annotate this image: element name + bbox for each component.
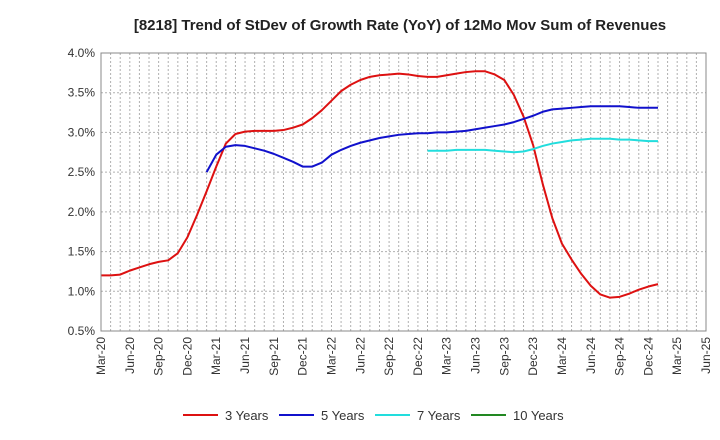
x-tick-label: Dec-20 — [180, 337, 194, 376]
y-tick-label: 4.0% — [68, 46, 96, 60]
x-tick-label: Jun-25 — [699, 337, 713, 374]
plot-area — [101, 53, 706, 331]
y-tick-label: 1.0% — [68, 284, 96, 298]
x-tick-label: Mar-25 — [670, 337, 684, 375]
legend: 3 Years 5 Years 7 Years 10 Years — [183, 408, 564, 423]
chart-title: [8218] Trend of StDev of Growth Rate (Yo… — [134, 17, 666, 34]
x-tick-label: Dec-22 — [411, 337, 425, 376]
x-tick-label: Mar-23 — [440, 337, 454, 375]
x-tick-label: Sep-21 — [267, 337, 281, 376]
x-tick-label: Jun-24 — [584, 337, 598, 374]
legend-label: 3 Years — [225, 408, 269, 423]
series-line-7-years — [427, 137, 658, 154]
legend-label: 10 Years — [513, 408, 564, 423]
x-tick-label: Mar-21 — [209, 337, 223, 375]
x-tick-label: Jun-22 — [353, 337, 367, 374]
legend-label: 7 Years — [417, 408, 461, 423]
x-axis-ticks: Mar-20 Jun-20 Sep-20 Dec-20 Mar-21 Jun-21 Sep-… — [94, 337, 713, 376]
x-tick-label: Sep-22 — [382, 337, 396, 376]
y-tick-label: 0.5% — [68, 324, 96, 338]
y-tick-label: 2.5% — [68, 165, 96, 179]
series-line-3-years — [101, 70, 659, 299]
x-tick-label: Mar-20 — [94, 337, 108, 375]
x-tick-label: Mar-22 — [324, 337, 338, 375]
y-tick-label: 3.0% — [68, 125, 96, 139]
series-layer — [101, 70, 659, 299]
y-tick-label: 3.5% — [68, 86, 96, 100]
x-tick-label: Jun-23 — [469, 337, 483, 374]
y-tick-label: 1.5% — [68, 245, 96, 259]
x-tick-label: Dec-24 — [641, 337, 655, 376]
x-tick-label: Sep-23 — [497, 337, 511, 376]
series-line-5-years — [205, 105, 658, 173]
x-tick-label: Dec-23 — [526, 337, 540, 376]
x-tick-label: Sep-20 — [152, 337, 166, 376]
plot-frame — [100, 52, 707, 332]
x-tick-label: Sep-24 — [613, 337, 627, 376]
x-tick-label: Mar-24 — [555, 337, 569, 375]
x-tick-label: Jun-21 — [238, 337, 252, 374]
legend-label: 5 Years — [321, 408, 365, 423]
x-tick-label: Dec-21 — [296, 337, 310, 376]
y-axis-ticks: 0.5% 1.0% 1.5% 2.0% 2.5% 3.0% 3.5% 4.0% — [68, 46, 96, 338]
y-tick-label: 2.0% — [68, 205, 96, 219]
x-tick-label: Jun-20 — [123, 337, 137, 374]
